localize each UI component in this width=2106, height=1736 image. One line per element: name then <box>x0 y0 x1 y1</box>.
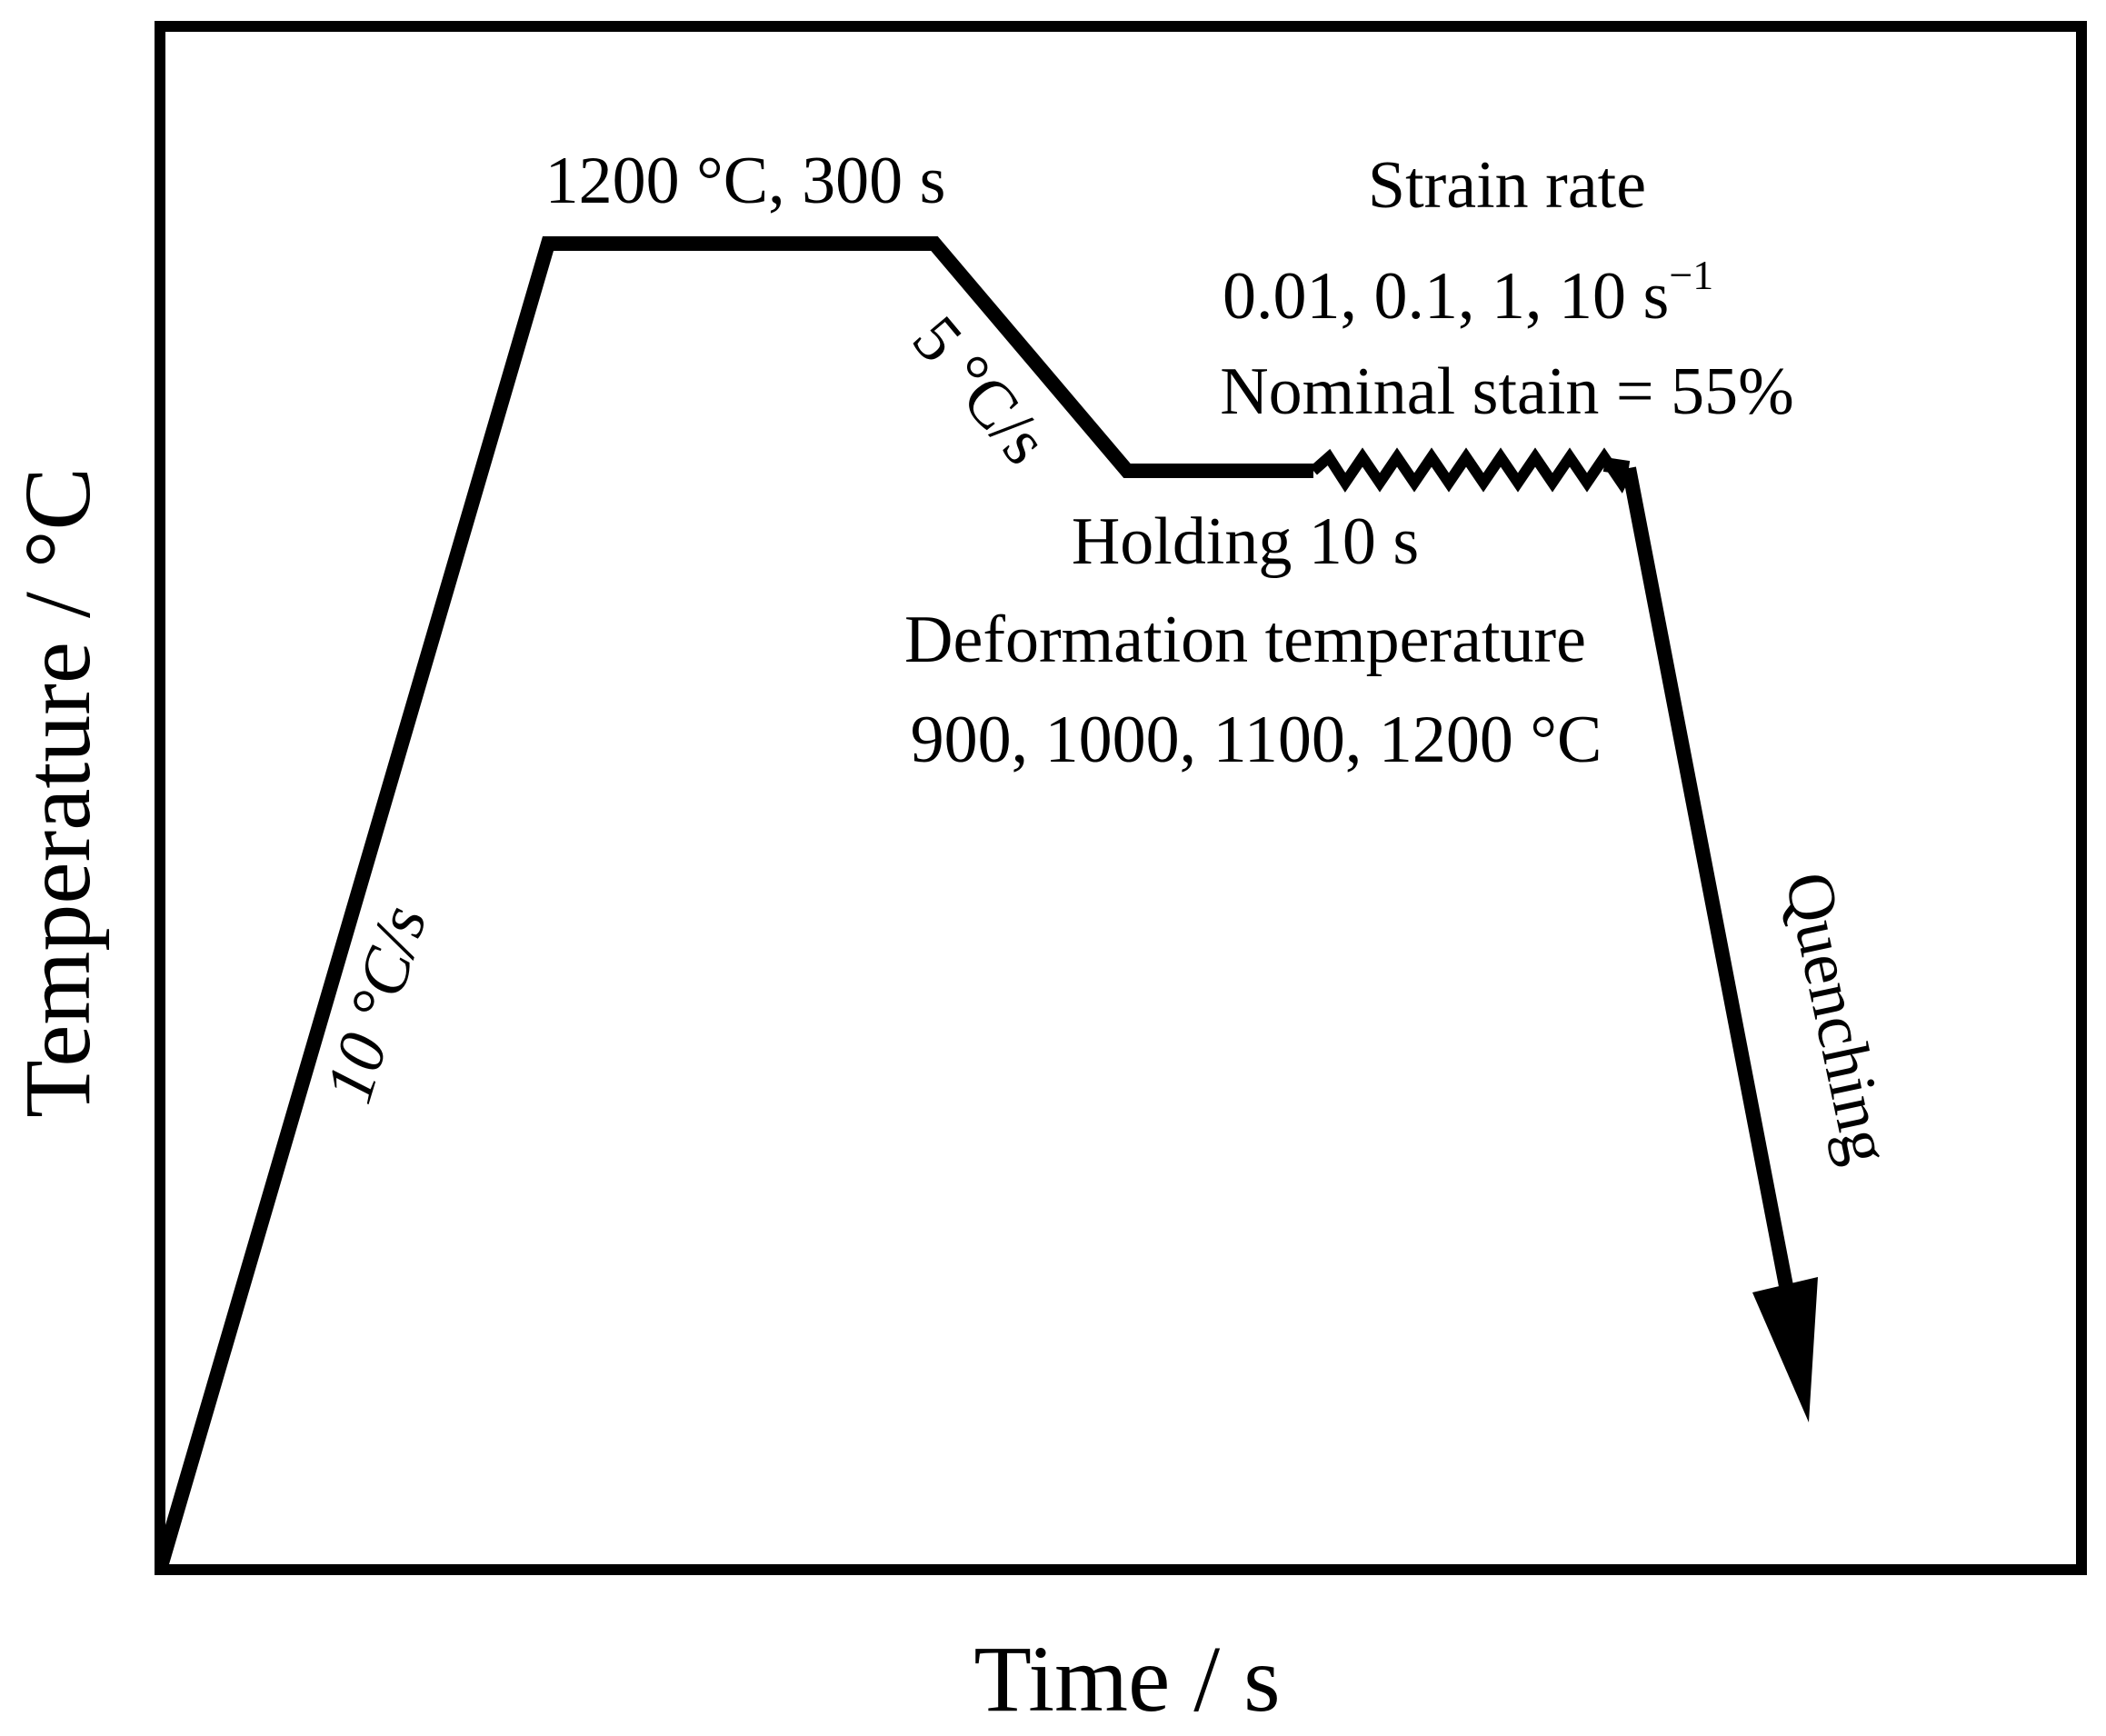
pre-quench-segment <box>1602 457 1631 475</box>
deformation-temperatures: 900, 1000, 1100, 1200 °C <box>911 703 1602 777</box>
quench-line <box>1622 466 1794 1292</box>
soak-label: 1200 °C, 300 s <box>545 144 946 218</box>
deformation-temperature-title: Deformation temperature <box>904 603 1586 677</box>
nominal-strain-label: Nominal stain = 55% <box>1220 354 1794 429</box>
y-axis-label: Temperature / °C <box>5 467 110 1118</box>
strain-rate-title: Strain rate <box>1368 148 1646 223</box>
strain-rate-exponent: −1 <box>1669 252 1713 298</box>
plot-frame <box>155 21 2087 1575</box>
deformation-zigzag <box>1310 447 1634 494</box>
cooling-rate-label: 5 °C/s <box>898 303 1063 479</box>
process-curve <box>155 236 1313 1566</box>
quenching-label: Quenching <box>1771 866 1905 1171</box>
strain-rates-values: 0.01, 0.1, 1, 10 s <box>1223 259 1669 334</box>
holding-label: Holding 10 s <box>1072 504 1419 579</box>
x-axis-label: Time / s <box>973 1627 1280 1731</box>
quench-arrow-head <box>1752 1277 1818 1422</box>
strain-rates: 0.01, 0.1, 1, 10 s−1 <box>1223 252 1713 334</box>
